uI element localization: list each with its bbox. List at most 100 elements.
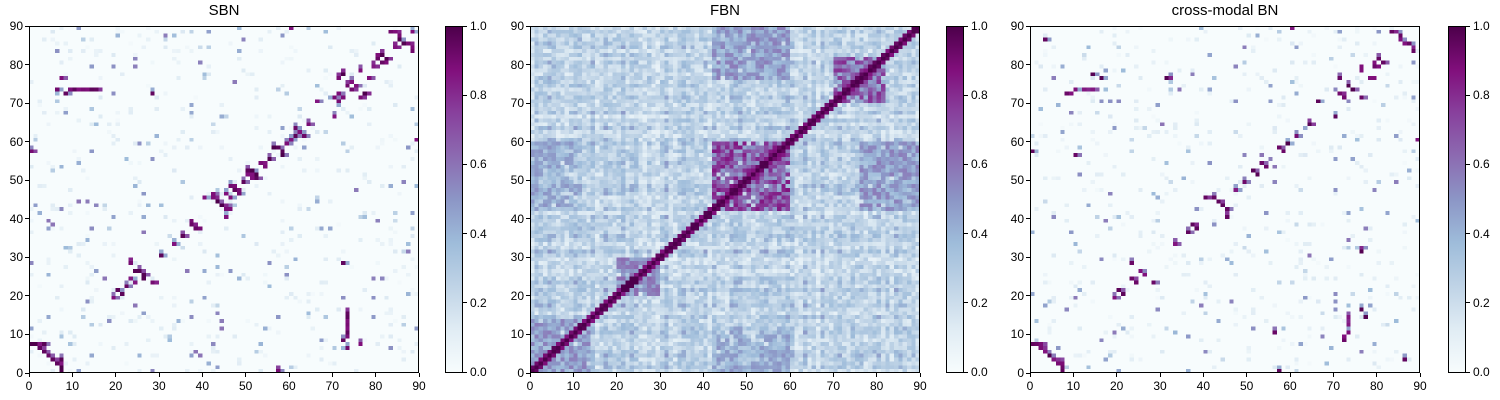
y-tick-label: 30 bbox=[1010, 250, 1024, 265]
colorbar-tick bbox=[964, 94, 968, 96]
colorbar-tick-label: 0.4 bbox=[470, 226, 487, 241]
chart-title: FBN bbox=[710, 2, 740, 19]
y-tick bbox=[25, 333, 29, 335]
colorbar-tick bbox=[463, 25, 467, 27]
colorbar-tick bbox=[964, 302, 968, 304]
y-tick bbox=[526, 372, 530, 374]
x-tick-label: 50 bbox=[1239, 379, 1254, 393]
colorbar-tick bbox=[1466, 371, 1470, 373]
x-tick bbox=[1116, 373, 1118, 377]
y-tick bbox=[1026, 295, 1030, 297]
x-tick bbox=[789, 373, 791, 377]
y-tick bbox=[526, 25, 530, 27]
y-tick-label: 70 bbox=[510, 96, 524, 111]
x-tick bbox=[1202, 373, 1204, 377]
colorbar-tick-label: 0.6 bbox=[971, 157, 988, 172]
chart-title: SBN bbox=[208, 2, 240, 19]
x-tick bbox=[158, 373, 160, 377]
y-tick bbox=[25, 256, 29, 258]
colorbar-tick bbox=[463, 302, 467, 304]
heatmap-cells bbox=[530, 26, 920, 373]
colorbar-tick-label: 0.6 bbox=[1473, 157, 1490, 172]
colorbar-tick-label: 0.4 bbox=[1473, 226, 1490, 241]
colorbar-tick-label: 0.0 bbox=[971, 365, 988, 379]
y-tick bbox=[25, 372, 29, 374]
x-tick-label: 40 bbox=[696, 379, 710, 393]
colorbar-tick bbox=[463, 163, 467, 165]
x-tick bbox=[245, 373, 247, 377]
colorbar-tick bbox=[1466, 233, 1470, 235]
y-tick bbox=[526, 295, 530, 297]
y-tick bbox=[1026, 141, 1030, 143]
y-tick-label: 90 bbox=[1010, 19, 1024, 33]
x-tick-label: 10 bbox=[65, 379, 79, 393]
x-tick bbox=[1332, 373, 1334, 377]
colorbar-tick bbox=[964, 25, 968, 27]
heatmap-cells bbox=[29, 26, 419, 373]
colorbar-tick bbox=[964, 233, 968, 235]
x-tick-label: 20 bbox=[108, 379, 123, 393]
x-tick-label: 50 bbox=[238, 379, 253, 393]
x-tick-label: 30 bbox=[152, 379, 166, 393]
y-tick bbox=[25, 64, 29, 66]
y-tick bbox=[1026, 179, 1030, 181]
y-tick-label: 0 bbox=[517, 366, 524, 380]
x-tick bbox=[572, 373, 574, 377]
colorbar-tick-label: 0.2 bbox=[971, 295, 988, 310]
y-tick bbox=[526, 179, 530, 181]
x-tick-label: 80 bbox=[368, 379, 383, 393]
x-tick-label: 90 bbox=[1413, 379, 1427, 393]
x-tick-label: 70 bbox=[325, 379, 339, 393]
y-tick-label: 40 bbox=[9, 211, 23, 226]
colorbar-tick-label: 0.0 bbox=[1473, 365, 1490, 379]
colorbar-gradient bbox=[1448, 26, 1466, 373]
y-tick bbox=[526, 333, 530, 335]
y-tick bbox=[1026, 372, 1030, 374]
colorbar-tick bbox=[463, 371, 467, 373]
x-tick-label: 60 bbox=[1283, 379, 1297, 393]
x-tick bbox=[1072, 373, 1074, 377]
y-tick bbox=[526, 256, 530, 258]
x-tick-label: 0 bbox=[1026, 379, 1034, 393]
colorbar-tick bbox=[463, 94, 467, 96]
y-tick-label: 30 bbox=[9, 250, 23, 265]
y-tick-label: 60 bbox=[510, 134, 524, 149]
y-tick bbox=[1026, 333, 1030, 335]
x-tick-label: 50 bbox=[739, 379, 754, 393]
colorbar-tick-label: 0.8 bbox=[971, 88, 988, 103]
y-tick-label: 40 bbox=[510, 211, 524, 226]
y-tick-label: 90 bbox=[510, 19, 524, 33]
y-tick bbox=[25, 218, 29, 220]
x-tick-label: 30 bbox=[1153, 379, 1167, 393]
colorbar-tick-label: 0.8 bbox=[1473, 88, 1490, 103]
colorbar-tick-label: 0.8 bbox=[470, 88, 487, 103]
colorbar-gradient bbox=[946, 26, 964, 373]
y-tick-label: 80 bbox=[9, 57, 23, 72]
colorbar-tick bbox=[964, 371, 968, 373]
colorbar-tick bbox=[463, 233, 467, 235]
x-tick bbox=[876, 373, 878, 377]
x-tick-label: 70 bbox=[826, 379, 840, 393]
y-tick bbox=[1026, 102, 1030, 104]
colorbar bbox=[445, 26, 463, 373]
x-tick-label: 90 bbox=[913, 379, 927, 393]
y-tick bbox=[1026, 64, 1030, 66]
x-tick-label: 30 bbox=[653, 379, 667, 393]
x-tick-label: 60 bbox=[282, 379, 296, 393]
x-tick bbox=[71, 373, 73, 377]
colorbar bbox=[1448, 26, 1466, 373]
x-tick bbox=[1159, 373, 1161, 377]
colorbar bbox=[946, 26, 964, 373]
x-tick bbox=[331, 373, 333, 377]
colorbar-tick-label: 0.0 bbox=[470, 365, 487, 379]
colorbar-tick-label: 0.6 bbox=[470, 157, 487, 172]
x-tick-label: 0 bbox=[526, 379, 534, 393]
x-tick-label: 20 bbox=[609, 379, 624, 393]
y-tick bbox=[526, 64, 530, 66]
y-tick-label: 80 bbox=[1010, 57, 1024, 72]
y-tick-label: 50 bbox=[1010, 173, 1024, 188]
y-tick-label: 0 bbox=[16, 366, 23, 380]
chart-title: cross-modal BN bbox=[1171, 2, 1279, 19]
y-tick-label: 50 bbox=[9, 173, 23, 188]
